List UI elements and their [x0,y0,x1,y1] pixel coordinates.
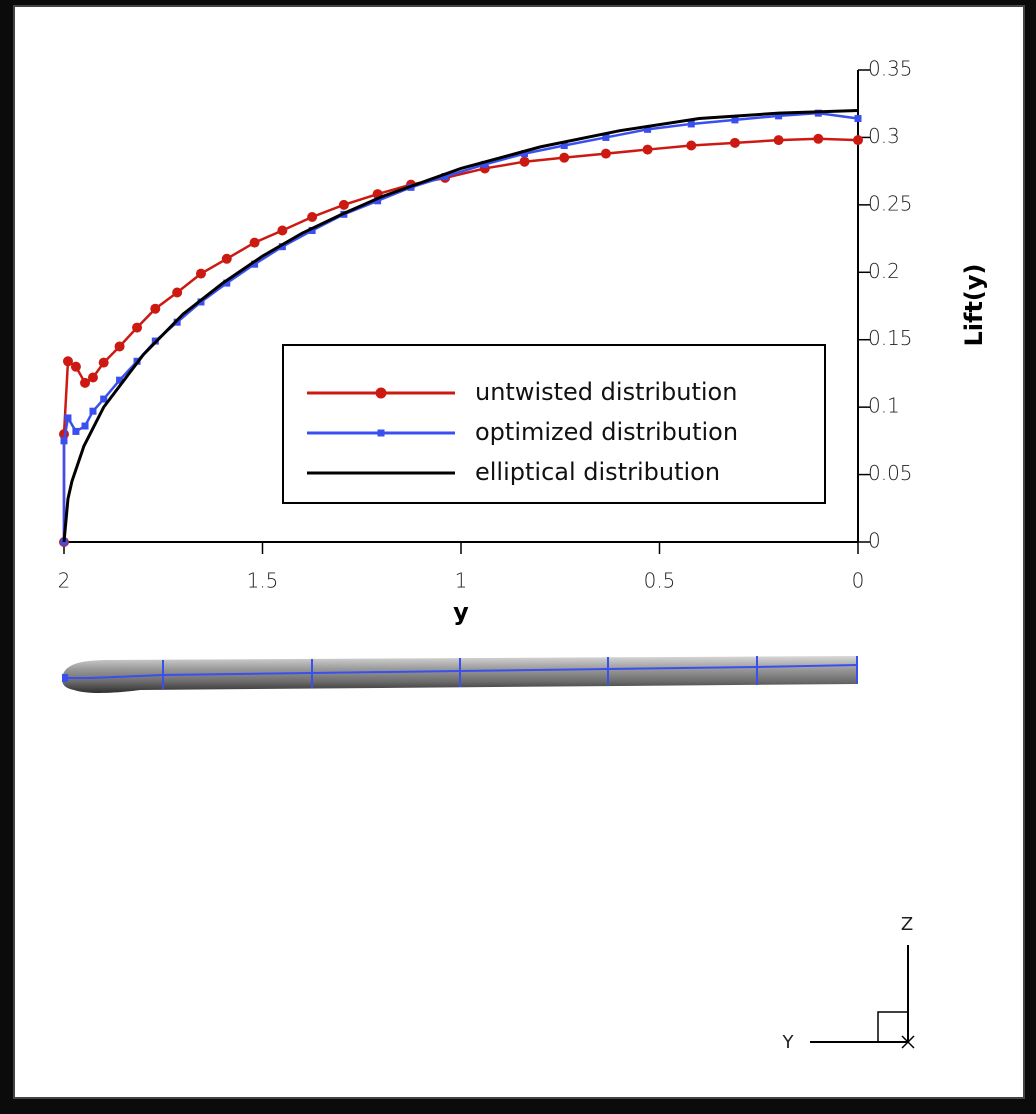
marker [115,341,125,351]
x-tick-label: 2 [58,569,71,593]
marker [172,288,182,298]
y-tick-label: 0.1 [868,394,900,418]
marker [71,362,81,372]
marker [307,212,317,222]
x-axis-label: y [453,598,469,626]
marker [813,134,823,144]
marker [88,372,98,382]
marker [222,254,232,264]
marker [250,238,260,248]
marker [99,358,109,368]
marker [72,428,79,435]
marker [855,115,862,122]
marker [853,135,863,145]
marker [686,141,696,151]
legend: untwisted distribution optimized distribu… [283,345,825,503]
x-tick-label: 0.5 [644,569,676,593]
legend-label: elliptical distribution [475,458,720,486]
wing-tip-marker [62,674,68,682]
x-tick-label: 1 [455,569,468,593]
screenshot: 0 0.05 0.1 0.15 0.2 0.25 0.3 0.35 2 1.5 1 0.5 0 y Lift… [0,0,1036,1110]
marker [520,157,530,167]
marker [730,138,740,148]
triad-z-label: Z [901,914,913,935]
x-tick-label: 1.5 [247,569,279,593]
marker [196,269,206,279]
y-tick-label: 0.25 [868,191,913,215]
marker [132,323,142,333]
y-tick-label: 0.35 [868,57,913,81]
legend-marker [378,430,385,437]
marker [150,304,160,314]
y-tick-label: 0.3 [868,124,900,148]
legend-label: untwisted distribution [475,378,737,406]
marker [61,437,68,444]
marker [601,149,611,159]
marker [559,153,569,163]
legend-label: optimized distribution [475,418,738,446]
triad-y-label: Y [782,1032,795,1053]
marker [82,423,89,430]
y-tick-label: 0.05 [868,461,913,485]
marker [774,135,784,145]
marker [277,225,287,235]
y-axis-label: Lift(y) [960,263,988,346]
marker [339,200,349,210]
y-tick-label: 0 [868,529,881,553]
marker [643,145,653,155]
marker [89,408,96,415]
y-tick-label: 0.2 [868,259,900,283]
legend-marker [376,388,387,399]
x-tick-label: 0 [852,569,865,593]
y-tick-label: 0.15 [868,326,913,350]
marker [64,414,71,421]
